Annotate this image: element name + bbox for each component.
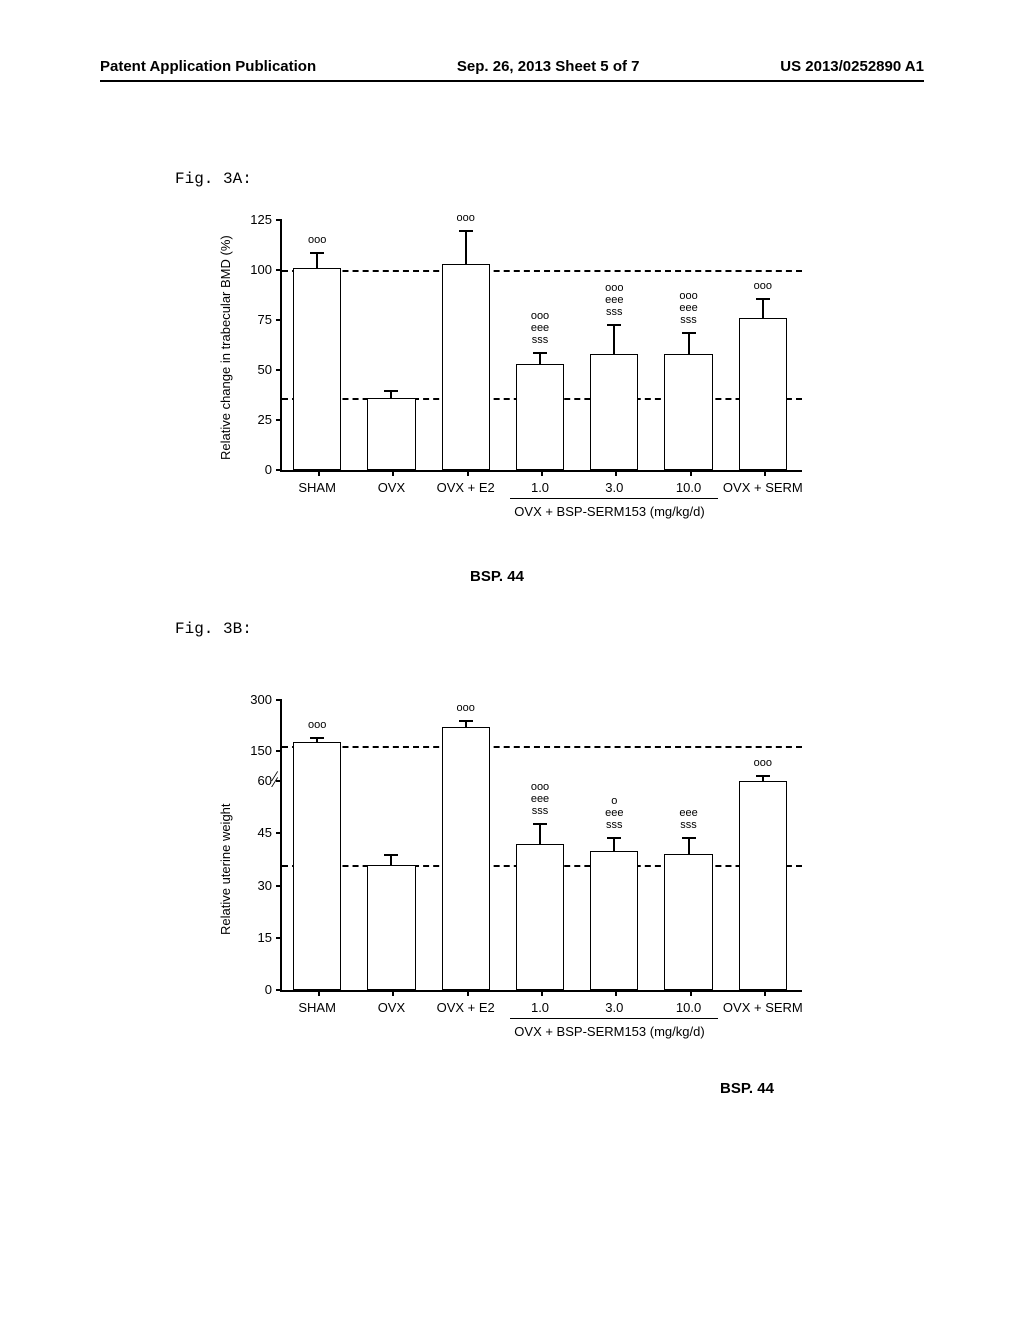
figure-3b-caption: BSP. 44 — [720, 1080, 774, 1097]
y-tick-label: 50 — [232, 362, 272, 377]
x-tick-label: OVX — [378, 480, 405, 495]
significance-marker: oooeeesss — [679, 290, 697, 326]
page: Patent Application Publication Sep. 26, … — [0, 0, 1024, 1320]
reference-line — [282, 746, 802, 748]
x-tick-label: 10.0 — [676, 1000, 701, 1015]
bar — [293, 268, 341, 470]
y-axis-title: Relative uterine weight — [218, 803, 233, 935]
figure-3b-label: Fig. 3B: — [175, 620, 252, 638]
bar — [590, 851, 638, 990]
x-tick-label: OVX + SERM — [723, 1000, 803, 1015]
bar — [516, 844, 564, 990]
x-group-label: OVX + BSP-SERM153 (mg/kg/d) — [514, 1024, 704, 1039]
bar — [739, 781, 787, 990]
header-left: Patent Application Publication — [100, 58, 316, 75]
x-tick-label: SHAM — [298, 480, 336, 495]
figure-3b-chart: Relative uterine weight 0 15 30 45 60 150 300 ∕∕… — [200, 680, 820, 1080]
bar — [367, 865, 415, 990]
significance-marker: ooo — [457, 212, 475, 224]
significance-marker: ooo — [457, 702, 475, 714]
bar — [664, 354, 712, 470]
y-tick-label: 60 — [232, 773, 272, 788]
header-center: Sep. 26, 2013 Sheet 5 of 7 — [457, 58, 640, 75]
x-group-label: OVX + BSP-SERM153 (mg/kg/d) — [514, 504, 704, 519]
significance-marker: ooo — [308, 234, 326, 246]
x-tick-label: OVX + E2 — [437, 480, 495, 495]
x-tick-label: 1.0 — [531, 1000, 549, 1015]
x-tick-label: OVX + SERM — [723, 480, 803, 495]
x-tick-label: 10.0 — [676, 480, 701, 495]
y-tick-label: 100 — [232, 262, 272, 277]
y-tick-label: 75 — [232, 312, 272, 327]
y-tick-label: 125 — [232, 212, 272, 227]
significance-marker: ooo — [754, 757, 772, 769]
x-tick-label: OVX — [378, 1000, 405, 1015]
significance-marker: oooeeesss — [531, 310, 549, 346]
header-rule — [100, 80, 924, 82]
x-tick-label: 1.0 — [531, 480, 549, 495]
y-tick-label: 0 — [232, 462, 272, 477]
x-tick-label: SHAM — [298, 1000, 336, 1015]
significance-marker: oooeeesss — [605, 282, 623, 318]
reference-line — [282, 270, 802, 272]
bar — [442, 727, 490, 990]
y-tick-label: 30 — [232, 878, 272, 893]
x-tick-label: OVX + E2 — [437, 1000, 495, 1015]
significance-marker: oeeesss — [605, 795, 623, 831]
bar — [293, 742, 341, 990]
figure-3a-chart: Relative change in trabecular BMD (%) 0 25… — [200, 200, 820, 560]
axis-break-icon: ∕∕ — [274, 773, 276, 785]
bar — [739, 318, 787, 470]
y-tick-label: 0 — [232, 982, 272, 997]
bar — [516, 364, 564, 470]
bar — [367, 398, 415, 470]
significance-marker: eeesss — [679, 807, 697, 831]
significance-marker: ooo — [308, 719, 326, 731]
y-tick-label: 15 — [232, 930, 272, 945]
x-tick-label: 3.0 — [605, 480, 623, 495]
significance-marker: ooo — [754, 280, 772, 292]
header-right: US 2013/0252890 A1 — [780, 58, 924, 75]
page-header: Patent Application Publication Sep. 26, … — [100, 58, 924, 75]
y-tick-label: 300 — [232, 692, 272, 707]
bar — [664, 854, 712, 990]
figure-3a-label: Fig. 3A: — [175, 170, 252, 188]
y-tick-label: 45 — [232, 825, 272, 840]
figure-3a-caption: BSP. 44 — [470, 568, 524, 585]
y-axis-title: Relative change in trabecular BMD (%) — [218, 235, 233, 460]
y-tick-label: 150 — [232, 743, 272, 758]
significance-marker: oooeeesss — [531, 781, 549, 817]
bar — [590, 354, 638, 470]
bar — [442, 264, 490, 470]
y-tick-label: 25 — [232, 412, 272, 427]
x-tick-label: 3.0 — [605, 1000, 623, 1015]
